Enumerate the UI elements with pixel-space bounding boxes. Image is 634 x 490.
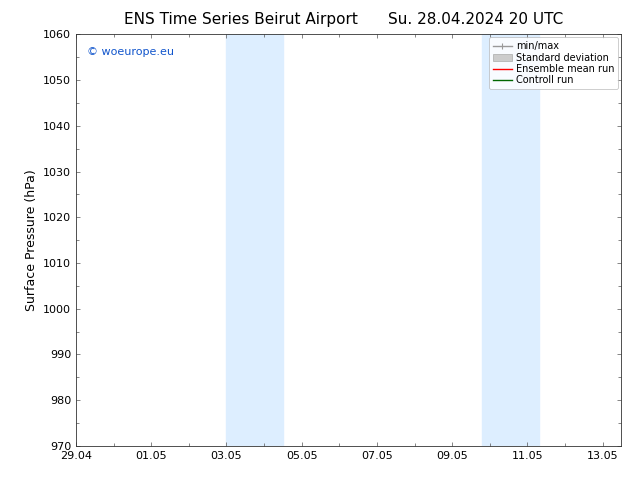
Text: © woeurope.eu: © woeurope.eu	[87, 47, 174, 57]
Y-axis label: Surface Pressure (hPa): Surface Pressure (hPa)	[25, 169, 37, 311]
Text: ENS Time Series Beirut Airport: ENS Time Series Beirut Airport	[124, 12, 358, 27]
Bar	[482, 34, 539, 446]
Text: Su. 28.04.2024 20 UTC: Su. 28.04.2024 20 UTC	[388, 12, 563, 27]
Legend: min/max, Standard deviation, Ensemble mean run, Controll run: min/max, Standard deviation, Ensemble me…	[489, 37, 618, 89]
Bar	[226, 34, 283, 446]
